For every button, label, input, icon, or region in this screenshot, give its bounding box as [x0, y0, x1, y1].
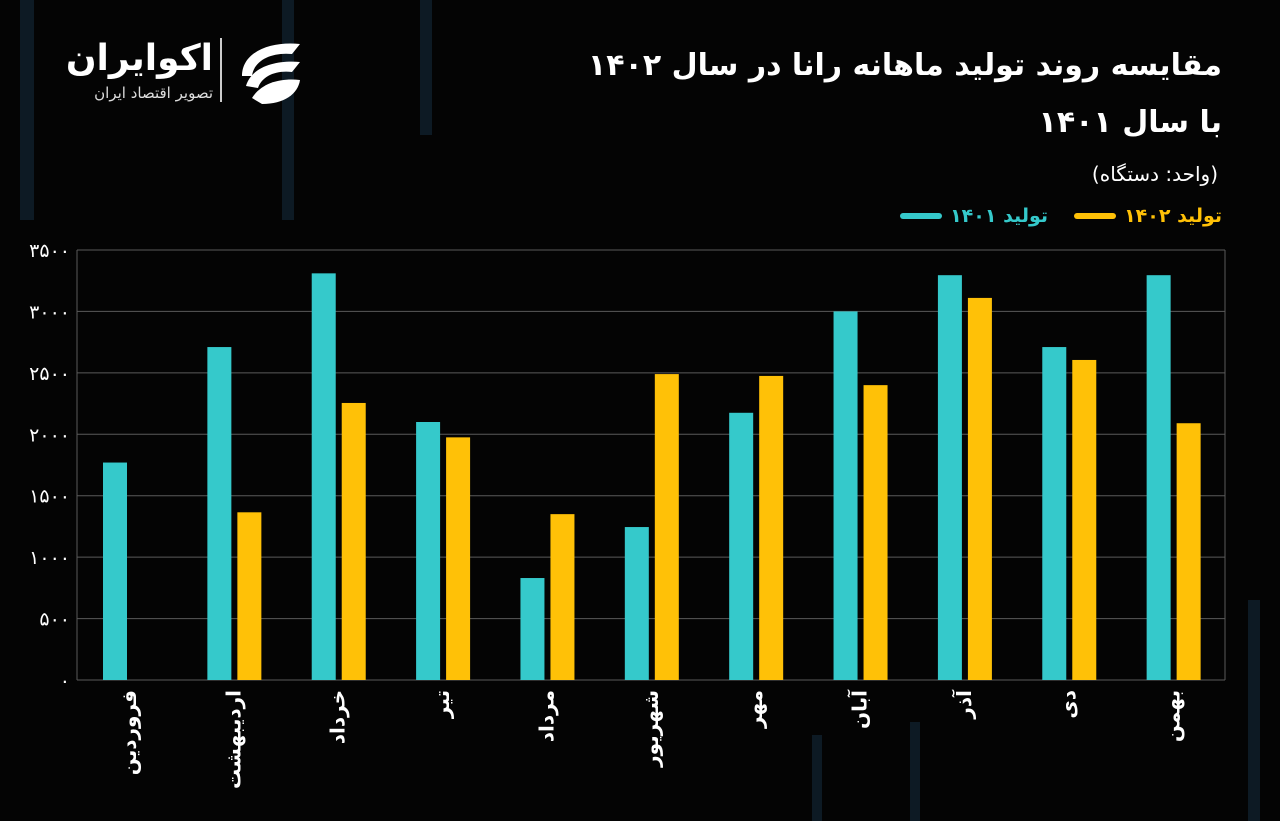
y-tick-label: ۱۰۰۰: [29, 547, 70, 569]
y-tick-label: ۰: [60, 670, 70, 692]
bar-1402: [237, 512, 262, 680]
bar-1401: [311, 273, 336, 680]
bar-1401: [1042, 347, 1067, 680]
bar-1401: [624, 527, 649, 680]
x-tick-label: دی: [1056, 690, 1080, 719]
background-decoration: [282, 0, 294, 220]
legend-item-1401: تولید ۱۴۰۱: [900, 205, 1048, 227]
logo-tagline: تصویر اقتصاد ایران: [94, 84, 213, 102]
bar-1402: [863, 385, 888, 680]
legend-label-1402: تولید ۱۴۰۲: [1124, 205, 1222, 227]
background-decoration: [812, 735, 822, 821]
bar-1401: [833, 311, 858, 680]
x-tick-label: تیر: [430, 690, 454, 719]
bar-1401: [207, 347, 232, 680]
bar-1402: [1176, 423, 1201, 680]
bar-1401: [729, 412, 754, 680]
x-tick-label: آذر: [951, 689, 976, 720]
y-tick-label: ۱۵۰۰: [29, 486, 70, 508]
chart-title-line2: با سال ۱۴۰۱: [1038, 105, 1222, 140]
background-decoration: [1248, 600, 1260, 821]
logo-name: اکوایران: [65, 38, 213, 79]
bar-1402: [967, 297, 992, 680]
legend-swatch-1402: [1074, 213, 1117, 219]
y-tick-label: ۲۵۰۰: [29, 363, 70, 385]
bar-1402: [654, 374, 679, 680]
background-decoration: [20, 0, 34, 220]
x-tick-label: اردیبهشت: [221, 690, 245, 789]
bar-1401: [416, 422, 441, 680]
bar-1401: [1146, 275, 1171, 680]
bar-1401: [937, 275, 962, 680]
x-tick-label: بهمن: [1161, 690, 1185, 742]
x-tick-label: مرداد: [534, 690, 558, 742]
legend-label-1401: تولید ۱۴۰۱: [950, 205, 1048, 227]
unit-label: (واحد: دستگاه): [1091, 162, 1218, 186]
bar-1402: [759, 375, 784, 680]
background-decoration: [420, 0, 432, 135]
bar-1402: [550, 514, 575, 680]
bar-1402: [341, 402, 366, 680]
y-tick-label: ۵۰۰: [39, 609, 70, 631]
legend-swatch-1401: [900, 213, 943, 219]
bar-1402: [446, 437, 471, 680]
bar-1401: [103, 462, 127, 680]
logo-separator: [220, 38, 222, 102]
legend-item-1402: تولید ۱۴۰۲: [1074, 205, 1222, 227]
x-tick-label: خرداد: [326, 690, 350, 744]
x-tick-label: آبان: [847, 689, 872, 729]
bar-1402: [1072, 359, 1097, 680]
ecoiran-logo: اکوایران تصویر اقتصاد ایران: [48, 38, 318, 108]
y-tick-label: ۳۰۰۰: [29, 301, 70, 323]
x-tick-label: فروردین: [117, 690, 141, 775]
x-tick-label: شهریور: [639, 690, 663, 768]
bar-1401: [520, 578, 545, 680]
background-decoration: [910, 722, 920, 821]
chart-title-line1: مقایسه روند تولید ماهانه رانا در سال ۱۴۰…: [587, 48, 1222, 83]
y-tick-label: ۲۰۰۰: [29, 424, 70, 446]
x-tick-label: مهر: [743, 690, 767, 729]
logo-swirl-icon: [242, 43, 300, 104]
y-tick-label: ۳۵۰۰: [29, 240, 70, 262]
